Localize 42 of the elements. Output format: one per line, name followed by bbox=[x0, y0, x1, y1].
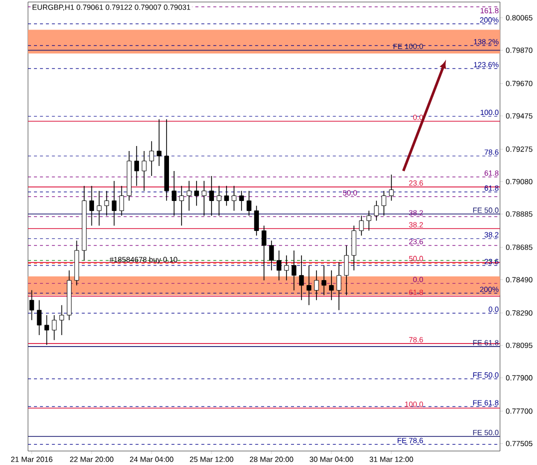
candlestick bbox=[149, 140, 154, 176]
candlestick bbox=[269, 240, 274, 271]
candlestick bbox=[179, 186, 184, 226]
candlestick bbox=[299, 255, 304, 301]
candlestick bbox=[366, 210, 372, 232]
candlestick bbox=[232, 186, 236, 212]
candlestick bbox=[382, 190, 386, 216]
candlestick bbox=[292, 250, 296, 291]
candlestick bbox=[306, 265, 312, 306]
candlestick bbox=[186, 180, 192, 212]
candlestick bbox=[156, 118, 162, 166]
candlestick bbox=[374, 200, 379, 222]
candlestick bbox=[329, 270, 334, 301]
candlestick bbox=[104, 190, 110, 216]
candlestick bbox=[359, 215, 364, 236]
candlestick bbox=[172, 170, 176, 216]
candlestick bbox=[322, 265, 326, 296]
candlestick bbox=[202, 180, 206, 216]
candlestick bbox=[89, 186, 94, 226]
candlestick bbox=[344, 245, 349, 296]
candlestick bbox=[276, 250, 282, 281]
candlestick bbox=[112, 180, 117, 226]
candlestick bbox=[254, 205, 259, 236]
candlestick bbox=[194, 180, 199, 206]
candlestick bbox=[284, 255, 289, 281]
candlestick bbox=[314, 270, 319, 301]
candlestick bbox=[96, 190, 102, 226]
candlestick bbox=[44, 314, 50, 346]
candlestick bbox=[389, 174, 394, 202]
candlestick bbox=[216, 186, 222, 216]
candlestick bbox=[142, 150, 146, 192]
candlestick bbox=[36, 300, 42, 336]
candlestick bbox=[134, 146, 139, 186]
candlestick bbox=[224, 186, 229, 206]
candlestick bbox=[119, 186, 124, 216]
candlestick bbox=[239, 190, 244, 212]
candlestick bbox=[336, 262, 342, 311]
candlestick bbox=[246, 190, 252, 216]
candlestick bbox=[262, 225, 266, 281]
candlestick bbox=[209, 176, 214, 216]
candlestick bbox=[52, 314, 57, 340]
candlestick bbox=[59, 304, 64, 336]
